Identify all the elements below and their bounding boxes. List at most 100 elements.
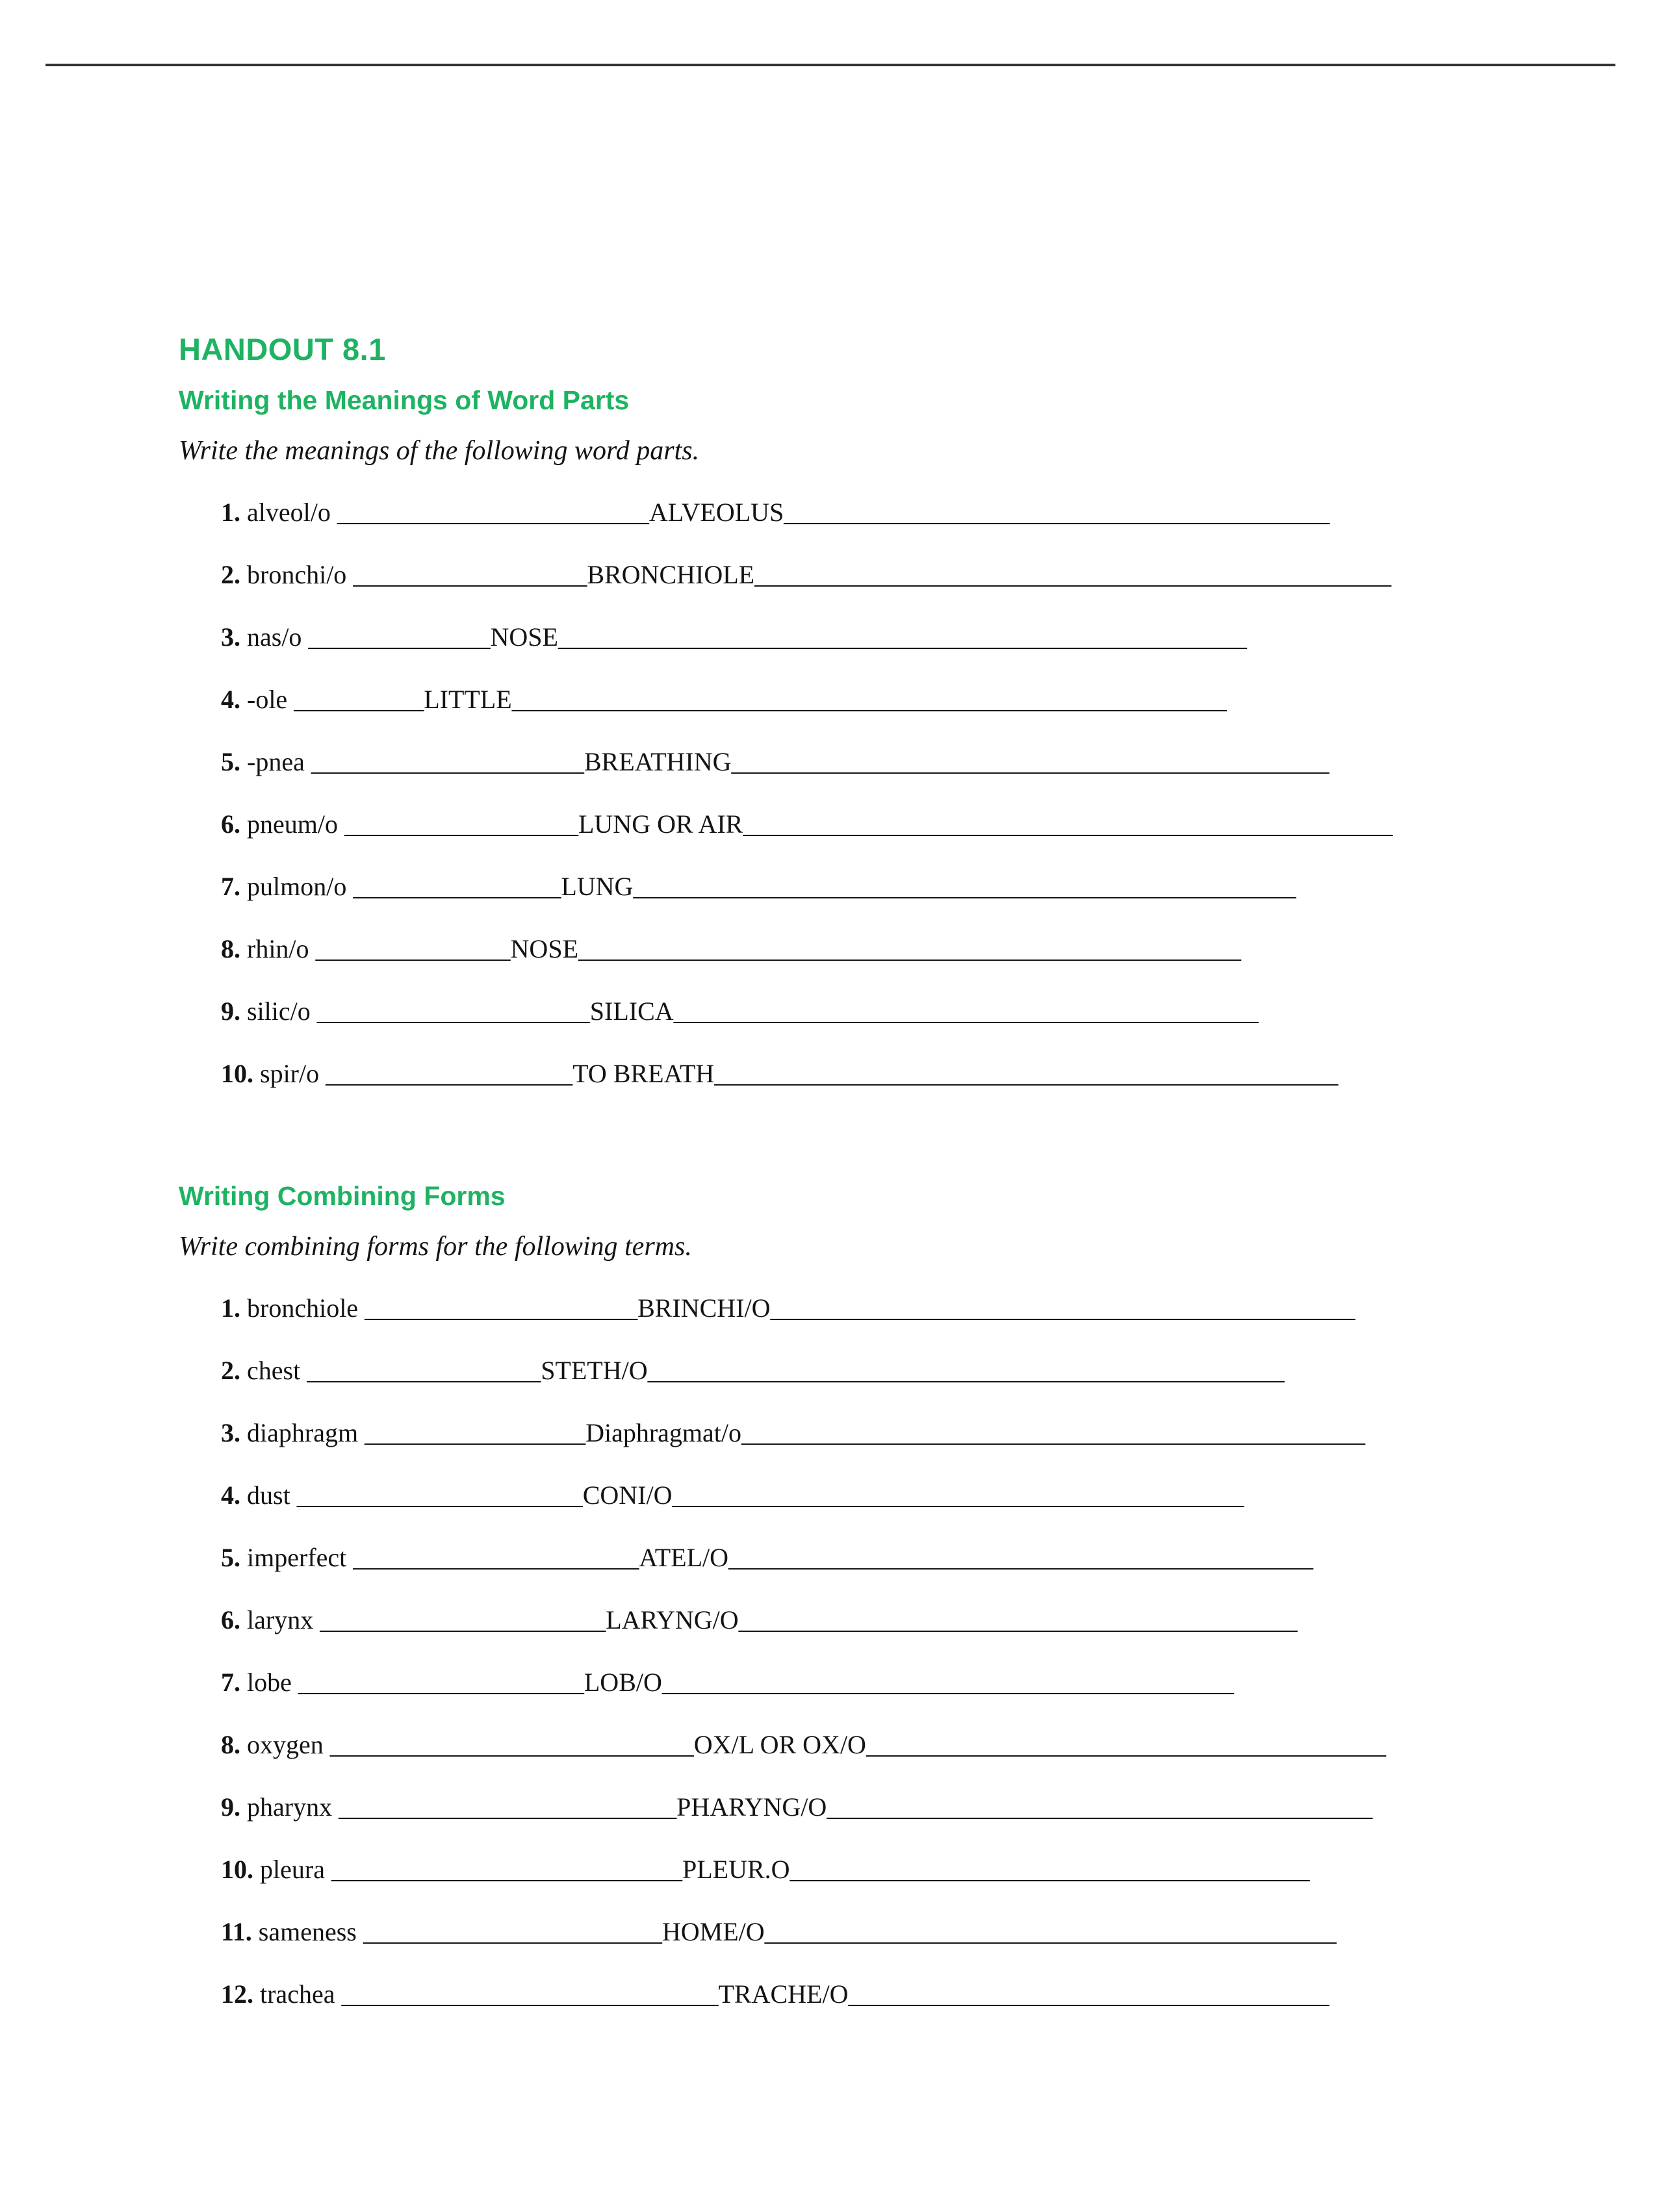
item-blank-leading: ____________________________ bbox=[330, 1730, 694, 1759]
item-term: pneum/o bbox=[240, 809, 344, 839]
item-blank-trailing: ________________________________________… bbox=[754, 560, 1391, 589]
item-blank-leading: __________________ bbox=[344, 809, 578, 839]
item-number: 9. bbox=[221, 1792, 240, 1822]
item-blank-trailing: ________________________________________… bbox=[714, 1059, 1338, 1088]
item-number: 10. bbox=[221, 1059, 253, 1088]
item-term: bronchi/o bbox=[240, 560, 353, 589]
section1-items: 1. alveol/o ________________________ALVE… bbox=[179, 492, 1492, 1091]
item-blank-leading: _______________ bbox=[316, 934, 511, 963]
content-area: HANDOUT 8.1 Writing the Meanings of Word… bbox=[45, 66, 1615, 2012]
item-number: 6. bbox=[221, 809, 240, 839]
item-number: 5. bbox=[221, 1543, 240, 1572]
item-blank-trailing: ________________________________________… bbox=[743, 809, 1393, 839]
list-item: 5. -pnea _____________________BREATHING_… bbox=[179, 744, 1492, 780]
item-answer: TRACHE/O bbox=[718, 1979, 848, 2009]
item-blank-trailing: ________________________________________… bbox=[512, 685, 1227, 714]
item-number: 7. bbox=[221, 872, 240, 901]
item-term: imperfect bbox=[240, 1543, 353, 1572]
item-number: 10. bbox=[221, 1855, 253, 1884]
item-answer: SILICA bbox=[590, 997, 674, 1026]
item-answer: BREATHING bbox=[584, 747, 732, 776]
item-term: sameness bbox=[252, 1917, 363, 1946]
item-term: alveol/o bbox=[240, 498, 337, 527]
item-answer: CONI/O bbox=[583, 1481, 673, 1510]
item-blank-leading: __________________ bbox=[307, 1356, 541, 1385]
item-term: rhin/o bbox=[240, 934, 316, 963]
item-term: trachea bbox=[253, 1979, 341, 2009]
item-term: lobe bbox=[240, 1668, 298, 1697]
item-number: 6. bbox=[221, 1605, 240, 1634]
item-blank-trailing: ________________________________________… bbox=[674, 997, 1259, 1026]
list-item: 9. silic/o _____________________SILICA__… bbox=[179, 994, 1492, 1029]
item-answer: STETH/O bbox=[541, 1356, 647, 1385]
item-blank-trailing: ________________________________________… bbox=[765, 1917, 1337, 1946]
item-blank-trailing: ________________________________________… bbox=[633, 872, 1296, 901]
section-gap bbox=[179, 1119, 1492, 1181]
item-answer: LUNG bbox=[561, 872, 633, 901]
list-item: 5. imperfect ______________________ATEL/… bbox=[179, 1540, 1492, 1575]
list-item: 6. pneum/o __________________LUNG OR AIR… bbox=[179, 807, 1492, 842]
item-blank-leading: ______________________ bbox=[297, 1481, 583, 1510]
item-blank-trailing: ________________________________________ bbox=[790, 1855, 1310, 1884]
item-blank-trailing: ________________________________________… bbox=[648, 1356, 1285, 1385]
item-answer: Diaphragmat/o bbox=[585, 1418, 741, 1447]
list-item: 10. pleura ___________________________PL… bbox=[179, 1852, 1492, 1887]
item-number: 7. bbox=[221, 1668, 240, 1697]
item-blank-leading: ______________________ bbox=[353, 1543, 639, 1572]
item-answer: LITTLE bbox=[424, 685, 512, 714]
item-answer: OX/L OR OX/O bbox=[694, 1730, 866, 1759]
item-term: nas/o bbox=[240, 622, 308, 652]
item-blank-trailing: ________________________________________… bbox=[784, 498, 1329, 527]
item-answer: NOSE bbox=[490, 622, 558, 652]
item-term: chest bbox=[240, 1356, 307, 1385]
item-answer: HOME/O bbox=[662, 1917, 765, 1946]
item-blank-leading: ________________ bbox=[353, 872, 561, 901]
item-blank-leading: __________________ bbox=[353, 560, 587, 589]
item-blank-trailing: ________________________________________… bbox=[827, 1792, 1372, 1822]
item-term: spir/o bbox=[253, 1059, 326, 1088]
item-blank-leading: __________ bbox=[294, 685, 424, 714]
item-blank-leading: ___________________ bbox=[326, 1059, 572, 1088]
section2-instructions: Write combining forms for the following … bbox=[179, 1231, 1492, 1262]
item-blank-trailing: ________________________________________… bbox=[771, 1293, 1355, 1323]
item-answer: NOSE bbox=[511, 934, 578, 963]
item-number: 3. bbox=[221, 1418, 240, 1447]
item-number: 1. bbox=[221, 1293, 240, 1323]
item-term: bronchiole bbox=[240, 1293, 365, 1323]
item-number: 1. bbox=[221, 498, 240, 527]
list-item: 1. alveol/o ________________________ALVE… bbox=[179, 495, 1492, 530]
item-number: 9. bbox=[221, 997, 240, 1026]
list-item: 3. diaphragm _________________Diaphragma… bbox=[179, 1416, 1492, 1451]
item-blank-leading: ___________________________ bbox=[331, 1855, 682, 1884]
list-item: 7. pulmon/o ________________LUNG________… bbox=[179, 869, 1492, 904]
item-blank-trailing: ________________________________________… bbox=[672, 1481, 1244, 1510]
item-answer: LARYNG/O bbox=[606, 1605, 738, 1634]
item-term: -pnea bbox=[240, 747, 311, 776]
item-blank-leading: ______________ bbox=[308, 622, 490, 652]
section2-items: 1. bronchiole _____________________BRINC… bbox=[179, 1288, 1492, 2012]
item-number: 4. bbox=[221, 685, 240, 714]
list-item: 8. oxygen ____________________________OX… bbox=[179, 1727, 1492, 1762]
item-blank-leading: _____________________ bbox=[365, 1293, 637, 1323]
item-term: -ole bbox=[240, 685, 294, 714]
page: HANDOUT 8.1 Writing the Meanings of Word… bbox=[0, 0, 1657, 2212]
item-number: 12. bbox=[221, 1979, 253, 2009]
item-answer: ALVEOLUS bbox=[649, 498, 784, 527]
item-answer: BRINCHI/O bbox=[637, 1293, 770, 1323]
list-item: 4. -ole __________LITTLE________________… bbox=[179, 682, 1492, 717]
list-item: 2. bronchi/o __________________BRONCHIOL… bbox=[179, 557, 1492, 592]
list-item: 9. pharynx __________________________PHA… bbox=[179, 1790, 1492, 1825]
item-blank-trailing: ________________________________________… bbox=[739, 1605, 1298, 1634]
list-item: 7. lobe ______________________LOB/O_____… bbox=[179, 1665, 1492, 1700]
item-number: 8. bbox=[221, 934, 240, 963]
list-item: 11. sameness _______________________HOME… bbox=[179, 1914, 1492, 1950]
item-number: 5. bbox=[221, 747, 240, 776]
item-term: larynx bbox=[240, 1605, 320, 1634]
item-answer: BRONCHIOLE bbox=[587, 560, 754, 589]
item-term: dust bbox=[240, 1481, 297, 1510]
item-term: diaphragm bbox=[240, 1418, 365, 1447]
item-blank-leading: _____________________________ bbox=[341, 1979, 718, 2009]
list-item: 8. rhin/o _______________NOSE___________… bbox=[179, 932, 1492, 967]
item-blank-trailing: ________________________________________… bbox=[662, 1668, 1234, 1697]
item-blank-leading: _____________________ bbox=[317, 997, 590, 1026]
